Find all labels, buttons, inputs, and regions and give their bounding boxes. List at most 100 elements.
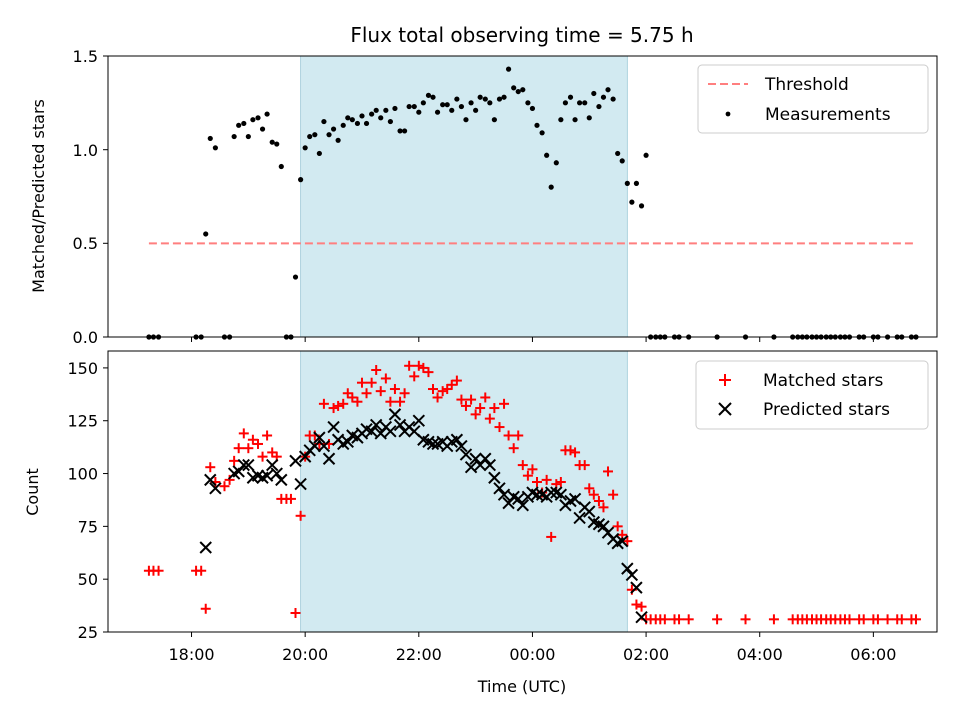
matched-star-point — [253, 438, 264, 449]
measurement-point — [638, 203, 645, 209]
matched-star-point — [375, 386, 386, 397]
legend-matched-label: Matched stars — [763, 371, 883, 391]
measurement-point — [572, 117, 578, 123]
top-y-axis-label: Matched/Predicted stars — [29, 99, 48, 293]
measurement-point — [387, 118, 393, 125]
matched-star-point — [295, 510, 306, 521]
chart-title: Flux total observing time = 5.75 h — [350, 23, 693, 47]
measurement-point — [349, 117, 355, 123]
predicted-star-point — [260, 469, 274, 482]
measurement-point — [619, 158, 625, 164]
matched-star-point — [366, 377, 377, 388]
measurement-point — [307, 133, 313, 140]
measurement-point — [302, 145, 308, 151]
matched-star-point — [229, 455, 240, 466]
measurement-point — [477, 94, 483, 100]
matched-star-point — [740, 614, 751, 625]
matched-star-point — [361, 388, 372, 399]
predicted-star-point — [516, 499, 529, 512]
predicted-star-point — [479, 452, 492, 465]
top-y-ticks: 0.0 0.5 1.0 1.5 — [73, 47, 108, 347]
bottom-legend-box — [695, 360, 929, 430]
measurement-point — [274, 141, 280, 147]
matched-star-point — [290, 607, 301, 618]
predicted-star-point — [393, 418, 407, 432]
matched-star-point — [262, 430, 273, 441]
matched-star-point — [470, 409, 481, 420]
measurement-point — [444, 102, 450, 108]
measurement-point — [298, 177, 304, 183]
measurement-point — [610, 96, 616, 102]
measurement-point — [245, 133, 251, 140]
matched-star-point — [318, 398, 329, 409]
measurement-point — [312, 132, 318, 138]
bottom-ytick-label: 100 — [67, 465, 98, 484]
measurement-point — [629, 199, 635, 205]
measurement-point — [392, 105, 398, 112]
predicted-star-point — [469, 452, 482, 465]
matched-star-point — [612, 521, 623, 532]
predicted-star-point — [597, 520, 610, 533]
predicted-star-point — [369, 418, 383, 432]
measurement-point — [316, 150, 322, 157]
measurement-point — [596, 103, 602, 110]
predicted-star-point — [464, 460, 478, 474]
matched-star-point — [858, 614, 869, 625]
measurement-point — [449, 107, 455, 113]
measurement-point — [434, 109, 441, 115]
measurements-points — [146, 66, 919, 340]
measurement-point — [411, 103, 417, 110]
predicted-star-point — [327, 420, 340, 434]
legend-predicted-swatch — [718, 402, 732, 416]
matched-star-point — [233, 443, 244, 454]
matched-star-point — [243, 443, 254, 454]
measurement-point — [278, 163, 284, 170]
measurement-point — [600, 94, 607, 100]
matched-star-point — [338, 398, 349, 409]
matched-star-point — [347, 392, 358, 403]
measurement-point — [378, 115, 384, 121]
predicted-star-point — [322, 452, 336, 465]
matched-star-point — [196, 565, 207, 576]
matched-star-point — [910, 614, 921, 625]
top-ytick-label: 0.0 — [73, 328, 98, 347]
matched-star-point — [570, 447, 581, 458]
predicted-star-point — [412, 414, 426, 427]
matched-star-point — [466, 394, 477, 405]
measurement-point — [369, 111, 375, 117]
measurement-point — [454, 96, 460, 102]
matched-star-point — [541, 474, 552, 485]
matched-star-point — [356, 377, 367, 388]
measurement-point — [269, 139, 275, 145]
predicted-star-point — [388, 408, 402, 421]
legend-predicted-label: Predicted stars — [763, 400, 890, 420]
measurement-point — [330, 126, 337, 132]
matched-star-point — [451, 375, 462, 386]
matched-star-point — [389, 384, 400, 395]
matched-star-point — [636, 601, 647, 612]
matched-star-point — [712, 614, 723, 625]
measurement-point — [463, 117, 469, 123]
measurement-point — [326, 132, 332, 138]
predicted-star-point — [426, 437, 440, 451]
measurement-point — [359, 113, 365, 119]
matched-star-point — [460, 400, 471, 411]
measurement-point — [468, 100, 474, 106]
measurement-point — [354, 120, 361, 127]
measurement-point — [473, 107, 479, 113]
predicted-star-point — [512, 492, 525, 506]
measurement-point — [511, 85, 517, 91]
predicted-star-point — [298, 450, 312, 463]
measurement-point — [525, 100, 531, 106]
predicted-star-point — [554, 488, 568, 501]
matched-star-point — [499, 398, 510, 409]
matched-star-point — [437, 386, 448, 397]
matched-star-point — [219, 481, 230, 492]
measurement-point — [335, 137, 341, 143]
matched-star-point — [608, 489, 619, 500]
predicted-star-point — [455, 439, 468, 453]
measurement-point — [548, 184, 554, 190]
measurement-point — [383, 107, 389, 113]
matched-star-point — [598, 502, 609, 513]
matched-star-point — [446, 379, 457, 390]
